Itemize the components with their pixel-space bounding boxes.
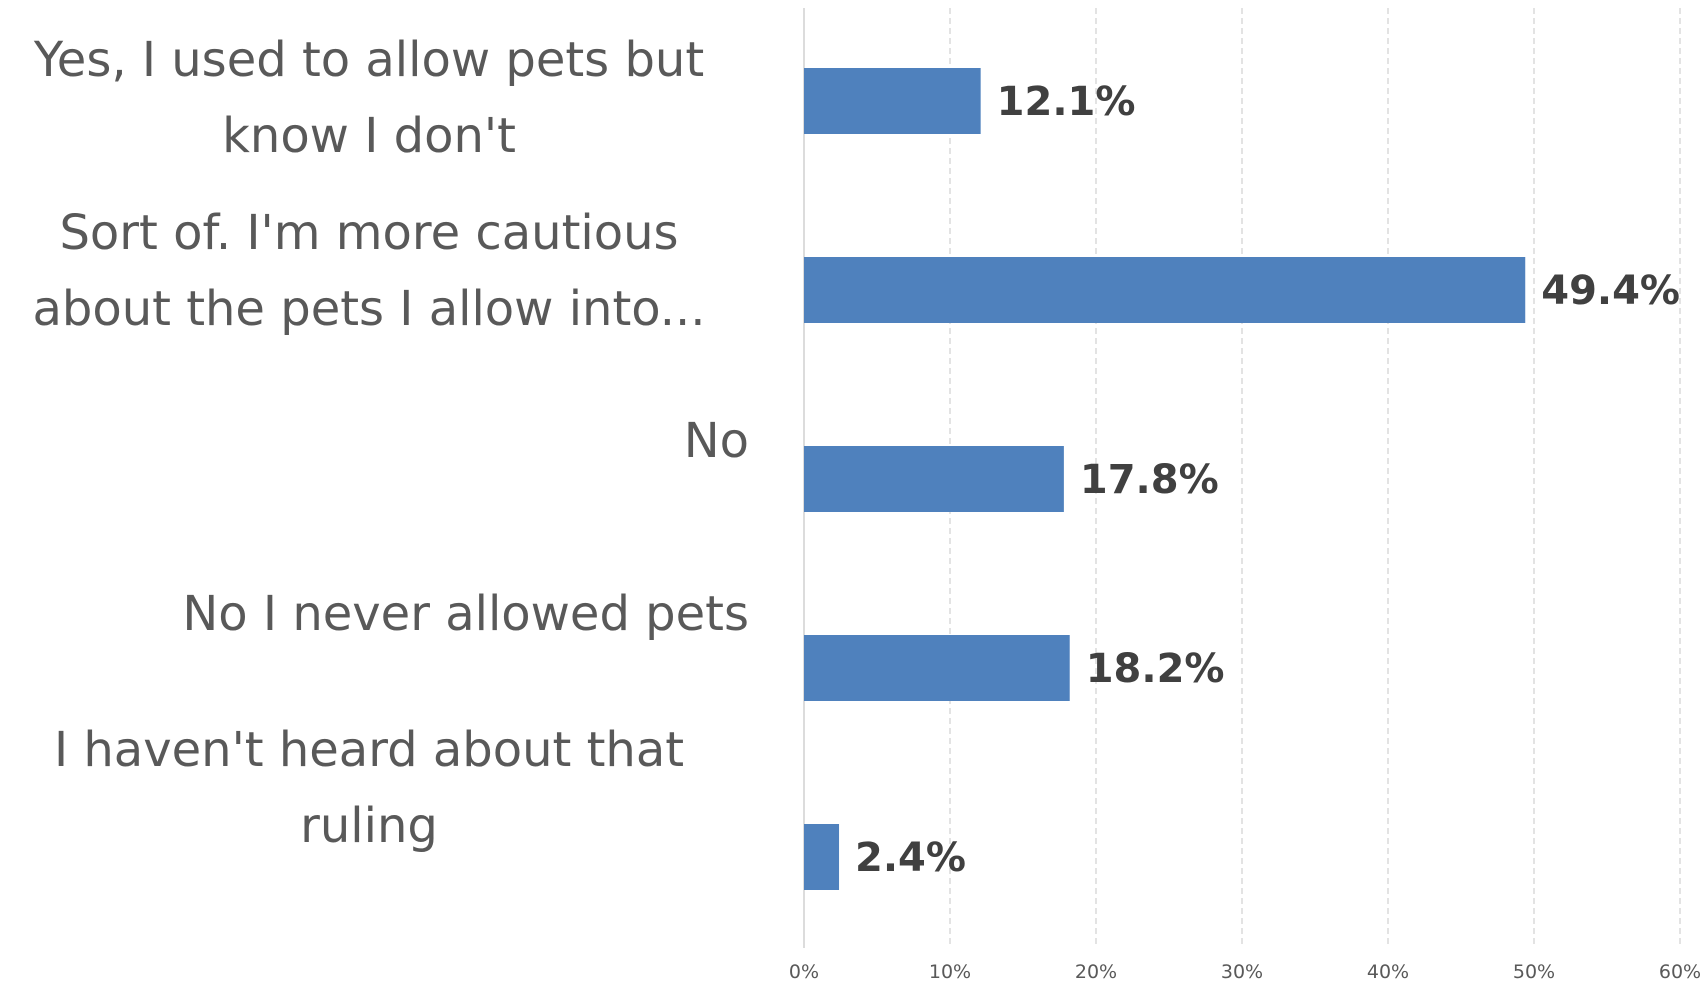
x-tick-label: 60% (1659, 961, 1701, 983)
data-labels: 12.1% 49.4% 17.8% 18.2% 2.4% (855, 79, 1680, 881)
category-label-line: Yes, I used to allow pets but (33, 32, 705, 88)
bar (804, 446, 1064, 512)
category-label: No I never allowed pets (0, 576, 749, 652)
x-axis-ticks: 0% 10% 20% 30% 40% 50% 60% (789, 961, 1701, 983)
category-label: Sort of. I'm more cautious about the pet… (0, 195, 749, 347)
x-tick-label: 10% (929, 961, 971, 983)
category-label-line: ruling (300, 798, 438, 854)
x-tick-label: 50% (1513, 961, 1555, 983)
data-label: 49.4% (1541, 268, 1680, 314)
x-tick-label: 30% (1221, 961, 1263, 983)
bar (804, 257, 1526, 323)
x-tick-label: 40% (1367, 961, 1409, 983)
category-label: I haven't heard about that ruling (0, 712, 749, 864)
bar (804, 68, 981, 134)
category-label-line: know I don't (222, 108, 516, 164)
category-label-line: about the pets I allow into... (32, 281, 706, 337)
data-label: 12.1% (997, 79, 1136, 125)
category-label-line: No I never allowed pets (182, 586, 749, 642)
category-label-line: No (683, 413, 749, 469)
bar (804, 824, 840, 890)
data-label: 18.2% (1086, 646, 1225, 692)
data-label: 17.8% (1080, 457, 1219, 503)
x-tick-label: 0% (789, 961, 819, 983)
bar (804, 635, 1070, 701)
category-label: Yes, I used to allow pets but know I don… (0, 22, 749, 174)
category-label-line: Sort of. I'm more cautious (59, 205, 679, 261)
category-label-line: I haven't heard about that (53, 722, 685, 778)
x-tick-label: 20% (1075, 961, 1117, 983)
data-label: 2.4% (855, 835, 966, 881)
category-label: No (0, 403, 749, 479)
bars (804, 68, 1526, 890)
